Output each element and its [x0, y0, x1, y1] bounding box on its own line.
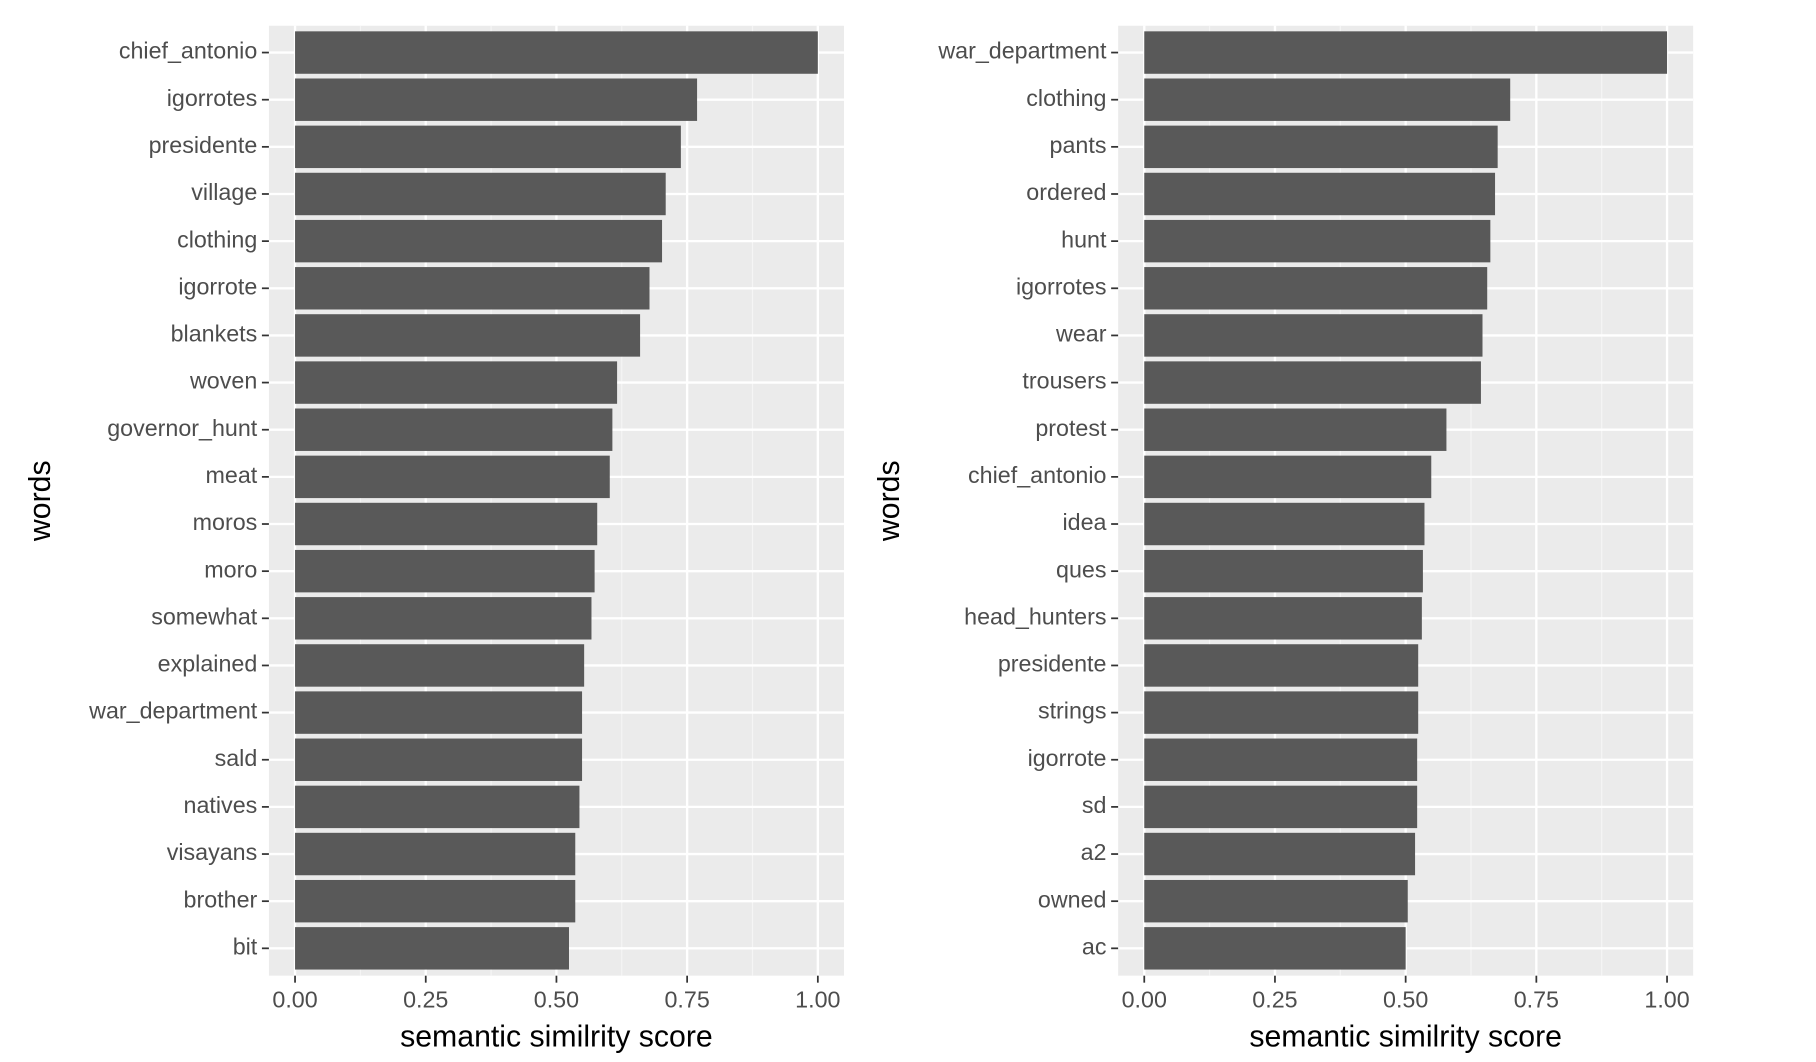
y-tick-label: woven	[189, 368, 257, 394]
bar	[295, 691, 583, 734]
y-tick-label: explained	[158, 651, 258, 677]
bar	[1144, 219, 1491, 263]
x-axis-title: semantic similrity score	[400, 1021, 713, 1054]
y-tick-label: head_hunters	[964, 603, 1106, 629]
bar	[1144, 502, 1425, 546]
bar	[1144, 408, 1447, 451]
bar	[295, 832, 576, 876]
y-tick-label: ordered	[1026, 179, 1106, 205]
y-tick-label: war_department	[88, 698, 258, 724]
bar	[295, 267, 650, 310]
bar	[295, 361, 618, 404]
y-tick-label: sald	[215, 745, 258, 771]
bar	[1144, 597, 1422, 640]
y-tick-label: strings	[1038, 698, 1107, 724]
bar	[1144, 549, 1423, 593]
bar	[1144, 785, 1418, 829]
x-tick-label: 0.00	[272, 986, 317, 1012]
y-tick-label: wear	[1055, 321, 1107, 347]
bar	[295, 879, 576, 923]
bar	[295, 738, 583, 781]
bar	[1144, 644, 1419, 687]
bar	[295, 78, 698, 121]
y-tick-label: war_department	[937, 38, 1107, 64]
y-tick-label: trousers	[1022, 368, 1106, 394]
x-tick-label: 0.75	[664, 986, 709, 1012]
bar	[1144, 314, 1483, 357]
y-tick-label: igorrote	[1028, 745, 1107, 771]
y-tick-label: clothing	[1026, 85, 1106, 111]
y-axis-title: words	[873, 460, 906, 542]
y-tick-label: presidente	[149, 132, 258, 158]
panel: chief_antonio igorrotes presidente village c…	[24, 25, 844, 1054]
y-tick-label: igorrotes	[167, 85, 258, 111]
bar	[1144, 172, 1496, 216]
y-tick-label: clothing	[177, 226, 257, 252]
bar	[295, 31, 818, 74]
bar	[1144, 927, 1406, 970]
x-tick-label: 1.00	[1644, 986, 1689, 1012]
bar	[1144, 879, 1408, 923]
bar	[1144, 832, 1416, 876]
bar	[1144, 738, 1418, 781]
x-axis-title: semantic similrity score	[1249, 1021, 1562, 1054]
bar	[295, 455, 610, 499]
y-tick-label: ques	[1056, 556, 1106, 582]
bar	[1144, 78, 1511, 121]
bar	[1144, 361, 1481, 404]
y-tick-label: governor_hunt	[107, 415, 258, 441]
bar	[1144, 691, 1419, 734]
y-tick-label: presidente	[998, 651, 1107, 677]
y-tick-label: idea	[1062, 509, 1106, 535]
bar	[295, 125, 681, 169]
panel: war_department clothing pants ordered hunt ig…	[873, 25, 1694, 1054]
bar	[1144, 267, 1488, 310]
bar	[295, 644, 585, 687]
y-tick-label: hunt	[1061, 226, 1107, 252]
y-tick-label: bit	[233, 933, 258, 959]
y-tick-label: ac	[1082, 933, 1107, 959]
y-tick-label: moros	[193, 509, 258, 535]
y-tick-label: owned	[1038, 886, 1107, 912]
bar	[295, 219, 663, 263]
bar	[295, 502, 598, 546]
x-tick-label: 0.50	[534, 986, 579, 1012]
bar	[295, 927, 569, 970]
bar	[1144, 455, 1432, 499]
y-tick-label: chief_antonio	[119, 38, 257, 64]
y-tick-label: igorrote	[178, 273, 257, 299]
y-axis-title: words	[24, 460, 57, 542]
bar	[295, 549, 595, 593]
bar	[1144, 31, 1668, 74]
y-tick-label: moro	[204, 556, 257, 582]
bar	[295, 785, 580, 829]
y-tick-label: protest	[1035, 415, 1107, 441]
y-tick-label: blankets	[171, 321, 258, 347]
y-tick-label: pants	[1050, 132, 1107, 158]
y-tick-label: visayans	[167, 839, 258, 865]
y-tick-label: village	[191, 179, 257, 205]
x-tick-label: 0.75	[1514, 986, 1559, 1012]
x-tick-label: 0.25	[1252, 986, 1297, 1012]
bar	[295, 314, 641, 357]
y-tick-label: igorrotes	[1016, 273, 1107, 299]
y-tick-label: sd	[1082, 792, 1107, 818]
x-tick-label: 0.00	[1122, 986, 1167, 1012]
x-tick-label: 0.50	[1383, 986, 1428, 1012]
y-tick-label: natives	[184, 792, 258, 818]
bar	[295, 408, 613, 451]
y-tick-label: brother	[184, 886, 258, 912]
x-tick-label: 1.00	[795, 986, 840, 1012]
y-tick-label: a2	[1081, 839, 1107, 865]
bar	[295, 172, 666, 216]
y-tick-label: meat	[206, 462, 258, 488]
bar	[295, 597, 592, 640]
y-tick-label: somewhat	[151, 603, 258, 629]
x-tick-label: 0.25	[403, 986, 448, 1012]
y-tick-label: chief_antonio	[968, 462, 1106, 488]
bar	[1144, 125, 1498, 169]
